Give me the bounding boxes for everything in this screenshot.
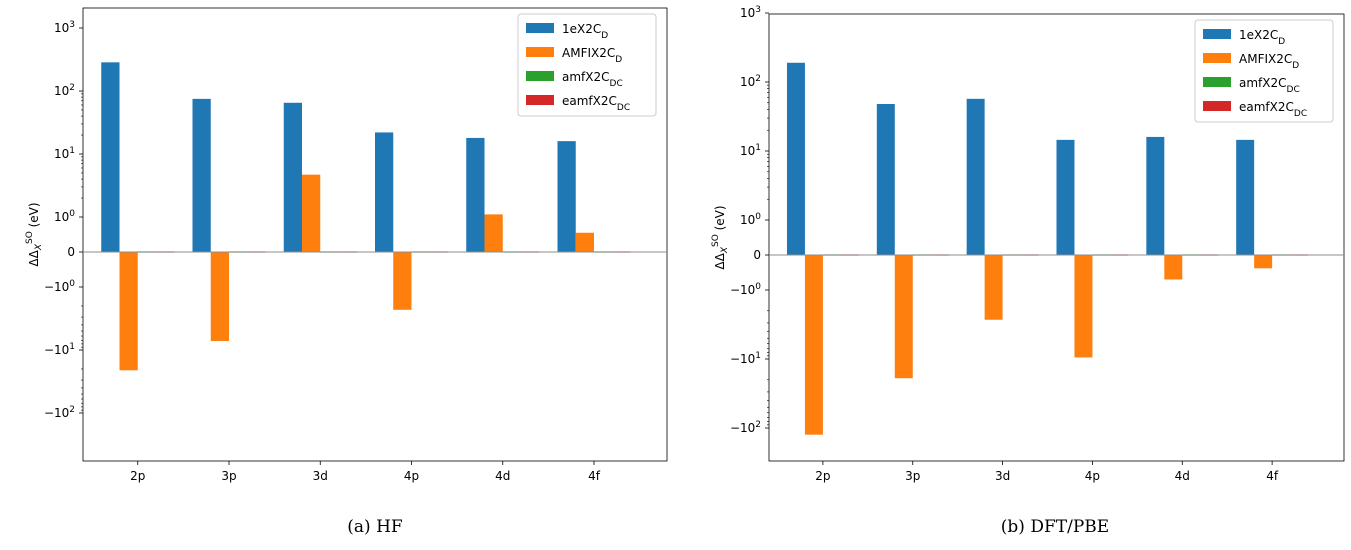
chart-b: 2p 3p 3d 4p 4d 4f 103 102 101 100 0 −100 −101 −102 ΔΔX… — [711, 5, 1345, 537]
bar-AMFIX2C_D-3d — [984, 255, 1003, 320]
y-tick-label: 103 — [54, 20, 75, 35]
bar-AMFIX2C_D-3d — [302, 174, 321, 252]
bar-1eX2C_D-3p — [192, 98, 211, 253]
y-tick-label: −100 — [44, 279, 75, 294]
y-tick-label: 101 — [54, 146, 75, 161]
legend-swatch — [526, 95, 554, 105]
bar-1eX2C_D-4d — [466, 137, 485, 252]
bar-1eX2C_D-4f — [1236, 139, 1255, 255]
bar-AMFIX2C_D-2p — [119, 252, 138, 371]
caption: (a) HF — [347, 517, 403, 537]
y-tick-label: −101 — [44, 342, 75, 357]
x-tick-label: 3p — [905, 469, 920, 483]
bar-AMFIX2C_D-4f — [575, 232, 594, 252]
bar-1eX2C_D-3p — [876, 103, 895, 256]
bar-AMFIX2C_D-2p — [804, 255, 823, 435]
bar-AMFIX2C_D-4d — [1164, 255, 1183, 280]
y-tick-label: −100 — [730, 282, 761, 297]
x-tick-label: 4p — [1085, 469, 1100, 483]
y-axis-label: ΔΔXSO (eV) — [25, 202, 44, 266]
bar-1eX2C_D-3d — [966, 98, 985, 255]
x-tick-label: 4f — [588, 469, 601, 483]
bar-AMFIX2C_D-4f — [1254, 255, 1273, 269]
bar-1eX2C_D-4p — [1056, 139, 1075, 255]
legend-swatch — [1203, 29, 1231, 39]
legend-swatch — [526, 47, 554, 57]
legend — [1194, 19, 1334, 123]
legend-swatch — [1203, 77, 1231, 87]
bar-1eX2C_D-4d — [1146, 136, 1165, 255]
bar-1eX2C_D-4f — [557, 141, 576, 252]
y-axis-label: ΔΔXSO (eV) — [711, 205, 730, 269]
bar-AMFIX2C_D-3p — [894, 255, 913, 379]
y-tick-label: 0 — [753, 248, 761, 262]
chart-a: 2p 3p 3d 4p 4d 4f 103 102 101 100 0 −100 −101 −102 ΔΔX… — [25, 7, 668, 537]
legend-swatch — [1203, 101, 1231, 111]
x-tick-label: 4p — [404, 469, 419, 483]
bar-1eX2C_D-2p — [101, 62, 120, 253]
legend-swatch — [1203, 53, 1231, 63]
y-tick-label: 101 — [740, 143, 761, 158]
bar-1eX2C_D-3d — [283, 102, 302, 252]
caption: (b) DFT/PBE — [1001, 517, 1109, 537]
x-tick-label: 3p — [221, 469, 236, 483]
legend-swatch — [526, 71, 554, 81]
legend — [517, 13, 657, 117]
x-tick-label: 3d — [313, 469, 328, 483]
x-tick-label: 4d — [1175, 469, 1190, 483]
x-tick-label: 3d — [995, 469, 1010, 483]
x-tick-label: 4d — [495, 469, 510, 483]
x-tick-label: 2p — [130, 469, 145, 483]
y-tick-label: 100 — [740, 212, 761, 227]
y-tick-label: −101 — [730, 351, 761, 366]
x-tick-label: 4f — [1266, 469, 1279, 483]
y-tick-label: 100 — [54, 209, 75, 224]
y-tick-label: 102 — [740, 74, 761, 89]
axes-frame — [768, 13, 1345, 462]
y-tick-label: −102 — [44, 405, 75, 420]
bar-AMFIX2C_D-4p — [393, 252, 412, 310]
y-tick-label: 102 — [54, 83, 75, 98]
x-tick-label: 2p — [815, 469, 830, 483]
bar-AMFIX2C_D-4d — [484, 214, 503, 252]
y-tick-label: 103 — [740, 5, 761, 20]
y-tick-label: −102 — [730, 420, 761, 435]
bar-AMFIX2C_D-3p — [210, 252, 229, 342]
y-tick-label: 0 — [67, 245, 75, 259]
bar-AMFIX2C_D-4p — [1074, 255, 1093, 358]
bar-1eX2C_D-4p — [375, 132, 394, 252]
legend-swatch — [526, 23, 554, 33]
bar-1eX2C_D-2p — [786, 62, 805, 255]
axes-frame — [82, 7, 668, 462]
